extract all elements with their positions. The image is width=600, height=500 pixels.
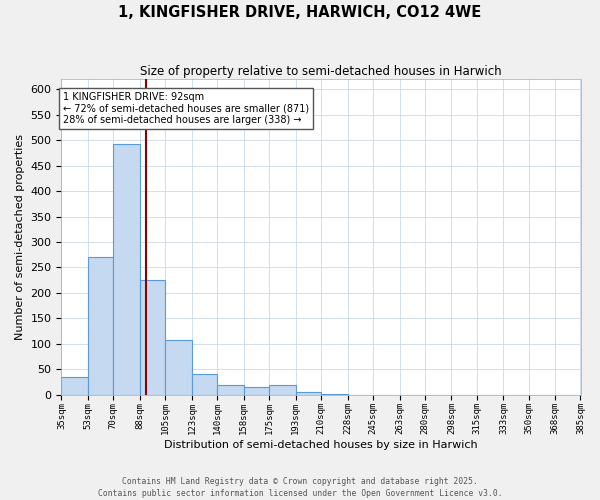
Text: 1, KINGFISHER DRIVE, HARWICH, CO12 4WE: 1, KINGFISHER DRIVE, HARWICH, CO12 4WE xyxy=(118,5,482,20)
Bar xyxy=(165,340,192,394)
Text: Contains HM Land Registry data © Crown copyright and database right 2025.
Contai: Contains HM Land Registry data © Crown c… xyxy=(98,476,502,498)
Y-axis label: Number of semi-detached properties: Number of semi-detached properties xyxy=(15,134,25,340)
Bar xyxy=(269,386,296,394)
Bar xyxy=(113,144,140,395)
Bar xyxy=(140,280,165,394)
X-axis label: Distribution of semi-detached houses by size in Harwich: Distribution of semi-detached houses by … xyxy=(164,440,478,450)
Bar xyxy=(217,386,244,394)
Bar xyxy=(88,257,113,394)
Title: Size of property relative to semi-detached houses in Harwich: Size of property relative to semi-detach… xyxy=(140,65,502,78)
Bar xyxy=(61,377,88,394)
Text: 1 KINGFISHER DRIVE: 92sqm
← 72% of semi-detached houses are smaller (871)
28% of: 1 KINGFISHER DRIVE: 92sqm ← 72% of semi-… xyxy=(63,92,309,125)
Bar xyxy=(296,392,321,394)
Bar xyxy=(192,374,217,394)
Bar xyxy=(244,387,269,394)
